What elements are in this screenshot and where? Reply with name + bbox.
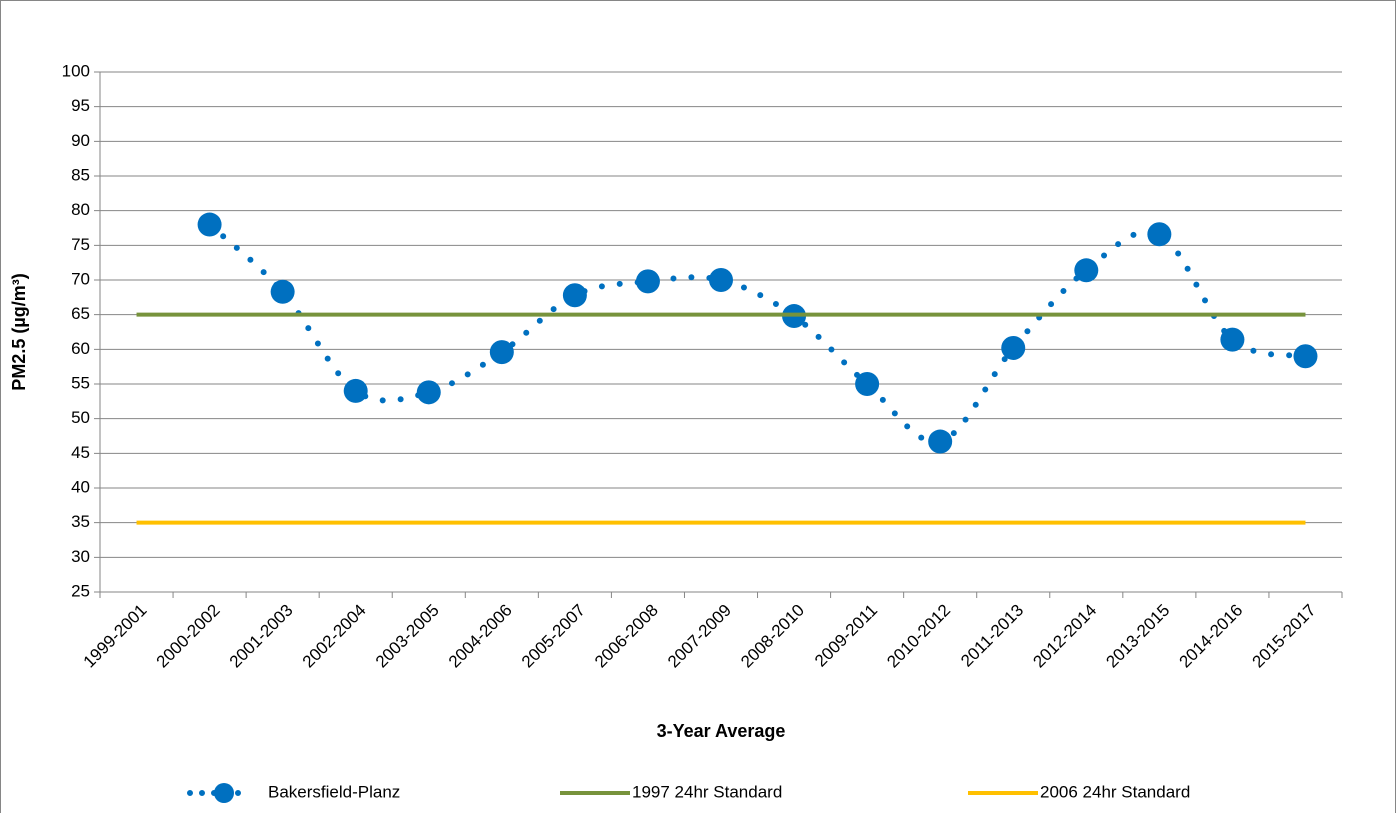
marker [1293, 344, 1318, 369]
y-tick-label: 60 [71, 339, 90, 358]
y-tick-label: 55 [71, 373, 90, 392]
y-tick-label: 80 [71, 200, 90, 219]
marker [709, 268, 733, 292]
y-tick-label: 95 [71, 96, 90, 115]
y-tick-label: 35 [71, 512, 90, 531]
y-tick-label: 85 [71, 165, 90, 184]
marker [343, 378, 368, 403]
y-tick-label: 50 [71, 408, 90, 427]
marker [1001, 335, 1026, 360]
x-axis-label: 3-Year Average [657, 721, 786, 741]
marker [197, 212, 222, 237]
legend-marker [214, 783, 234, 803]
y-tick-label: 90 [71, 131, 90, 150]
marker [855, 372, 880, 396]
marker [416, 380, 441, 405]
marker [1220, 327, 1245, 352]
legend-label: 2006 24hr Standard [1040, 782, 1190, 801]
marker [1147, 222, 1172, 247]
legend-label: 1997 24hr Standard [632, 782, 782, 801]
y-tick-label: 45 [71, 443, 90, 462]
y-tick-label: 75 [71, 235, 90, 254]
marker [270, 279, 295, 304]
y-tick-label: 40 [71, 477, 90, 496]
y-tick-label: 30 [71, 547, 90, 566]
y-tick-label: 70 [71, 269, 90, 288]
legend-label: Bakersfield-Planz [268, 782, 400, 801]
y-tick-label: 25 [71, 581, 90, 600]
y-tick-label: 65 [71, 304, 90, 323]
marker [635, 269, 660, 294]
marker [928, 429, 953, 454]
y-axis-label: PM2.5 (µg/m³) [9, 273, 29, 390]
marker [1074, 258, 1099, 283]
marker [489, 340, 514, 365]
marker [562, 283, 587, 308]
y-tick-label: 100 [62, 61, 90, 80]
